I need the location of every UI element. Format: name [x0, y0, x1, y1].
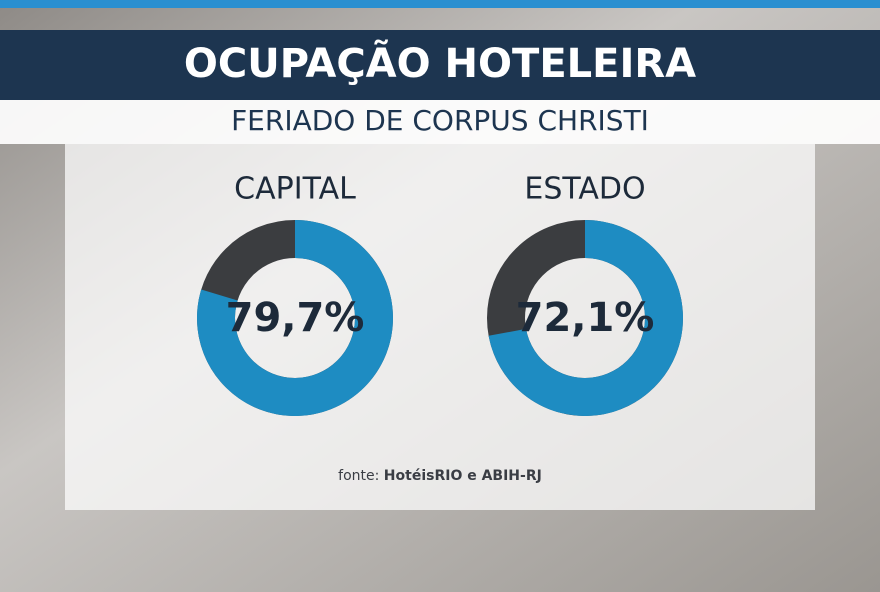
- chart-title: CAPITAL: [234, 172, 356, 207]
- source-prefix: fonte:: [338, 468, 379, 484]
- chart-title: ESTADO: [524, 172, 645, 207]
- subtitle-band: [0, 100, 880, 144]
- source-text: HotéisRIO e ABIH-RJ: [384, 468, 542, 484]
- value-label: 79,7%: [226, 295, 365, 341]
- donut-segment: [488, 220, 683, 416]
- donut-segment: [197, 220, 393, 416]
- title: OCUPAÇÃO HOTELEIRA: [184, 38, 696, 87]
- value-label: 72,1%: [516, 295, 655, 341]
- charts: CAPITAL 79,7% ESTADO 72,1%: [197, 172, 683, 416]
- panel: [65, 144, 815, 510]
- top-stripe: [0, 0, 880, 8]
- title-band: [0, 30, 880, 100]
- source: fonte: HotéisRIO e ABIH-RJ: [338, 468, 542, 484]
- subtitle: FERIADO DE CORPUS CHRISTI: [231, 104, 649, 137]
